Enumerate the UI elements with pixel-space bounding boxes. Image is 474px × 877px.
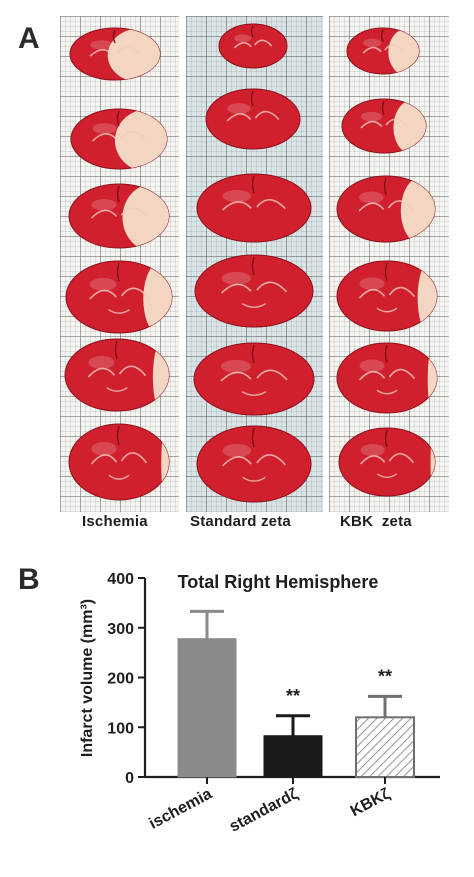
brain-slice (70, 108, 168, 170)
bar-3 (355, 716, 415, 779)
photo-column-kbk-zeta (329, 16, 449, 512)
photo-column-standard-zeta (186, 16, 323, 512)
significance-mark: ** (378, 666, 392, 686)
y-tick-label: 0 (125, 770, 134, 787)
photo-column-ischemia (60, 16, 179, 512)
brain-slice (196, 425, 312, 503)
x-tick-label: ischemia (146, 785, 215, 832)
slice-stack-kbk-zeta (336, 27, 438, 497)
brain-slice (194, 254, 314, 328)
group-label-kbk-zeta: KBK zeta (340, 513, 412, 530)
bar-1 (177, 638, 237, 778)
group-label-ischemia: Ischemia (82, 513, 148, 530)
brain-slice (64, 338, 170, 412)
significance-mark: ** (286, 686, 300, 706)
y-tick-label: 400 (107, 571, 134, 588)
brain-slice (346, 27, 420, 75)
y-tick-label: 300 (107, 621, 134, 638)
brain-slice (65, 260, 173, 334)
brain-slice (193, 342, 315, 416)
bar-2 (263, 735, 323, 778)
y-tick-label: 200 (107, 671, 134, 688)
brain-slice (69, 27, 161, 81)
x-tick-label: standardζ (227, 785, 302, 835)
brain-slice (218, 23, 288, 69)
slice-stack-standard-zeta (193, 23, 315, 503)
slice-stack-ischemia (64, 27, 173, 501)
brain-slice (68, 183, 170, 249)
panel-a-letter: A (18, 22, 40, 55)
brain-slice (205, 88, 301, 150)
group-label-standard-zeta: Standard zeta (190, 513, 291, 530)
y-axis-label: Infarct volume (mm³) (79, 599, 96, 757)
chart-title: Total Right Hemisphere (178, 572, 379, 592)
brain-slice (341, 98, 427, 154)
brain-slice (68, 423, 170, 501)
brain-slice (336, 260, 438, 332)
brain-slice (336, 175, 436, 243)
chart-plot-area: 0 100 200 300 400 ischemia ** standardζ ** KBKζ (107, 571, 440, 836)
brain-slice (338, 427, 436, 497)
panel-b-letter: B (18, 563, 40, 596)
y-tick-label: 100 (107, 720, 134, 737)
brain-slice (336, 342, 438, 414)
x-tick-label: KBKζ (348, 785, 394, 820)
infarct-volume-bar-chart: Total Right Hemisphere Infarct volume (m… (79, 571, 440, 836)
brain-slice (196, 173, 312, 243)
